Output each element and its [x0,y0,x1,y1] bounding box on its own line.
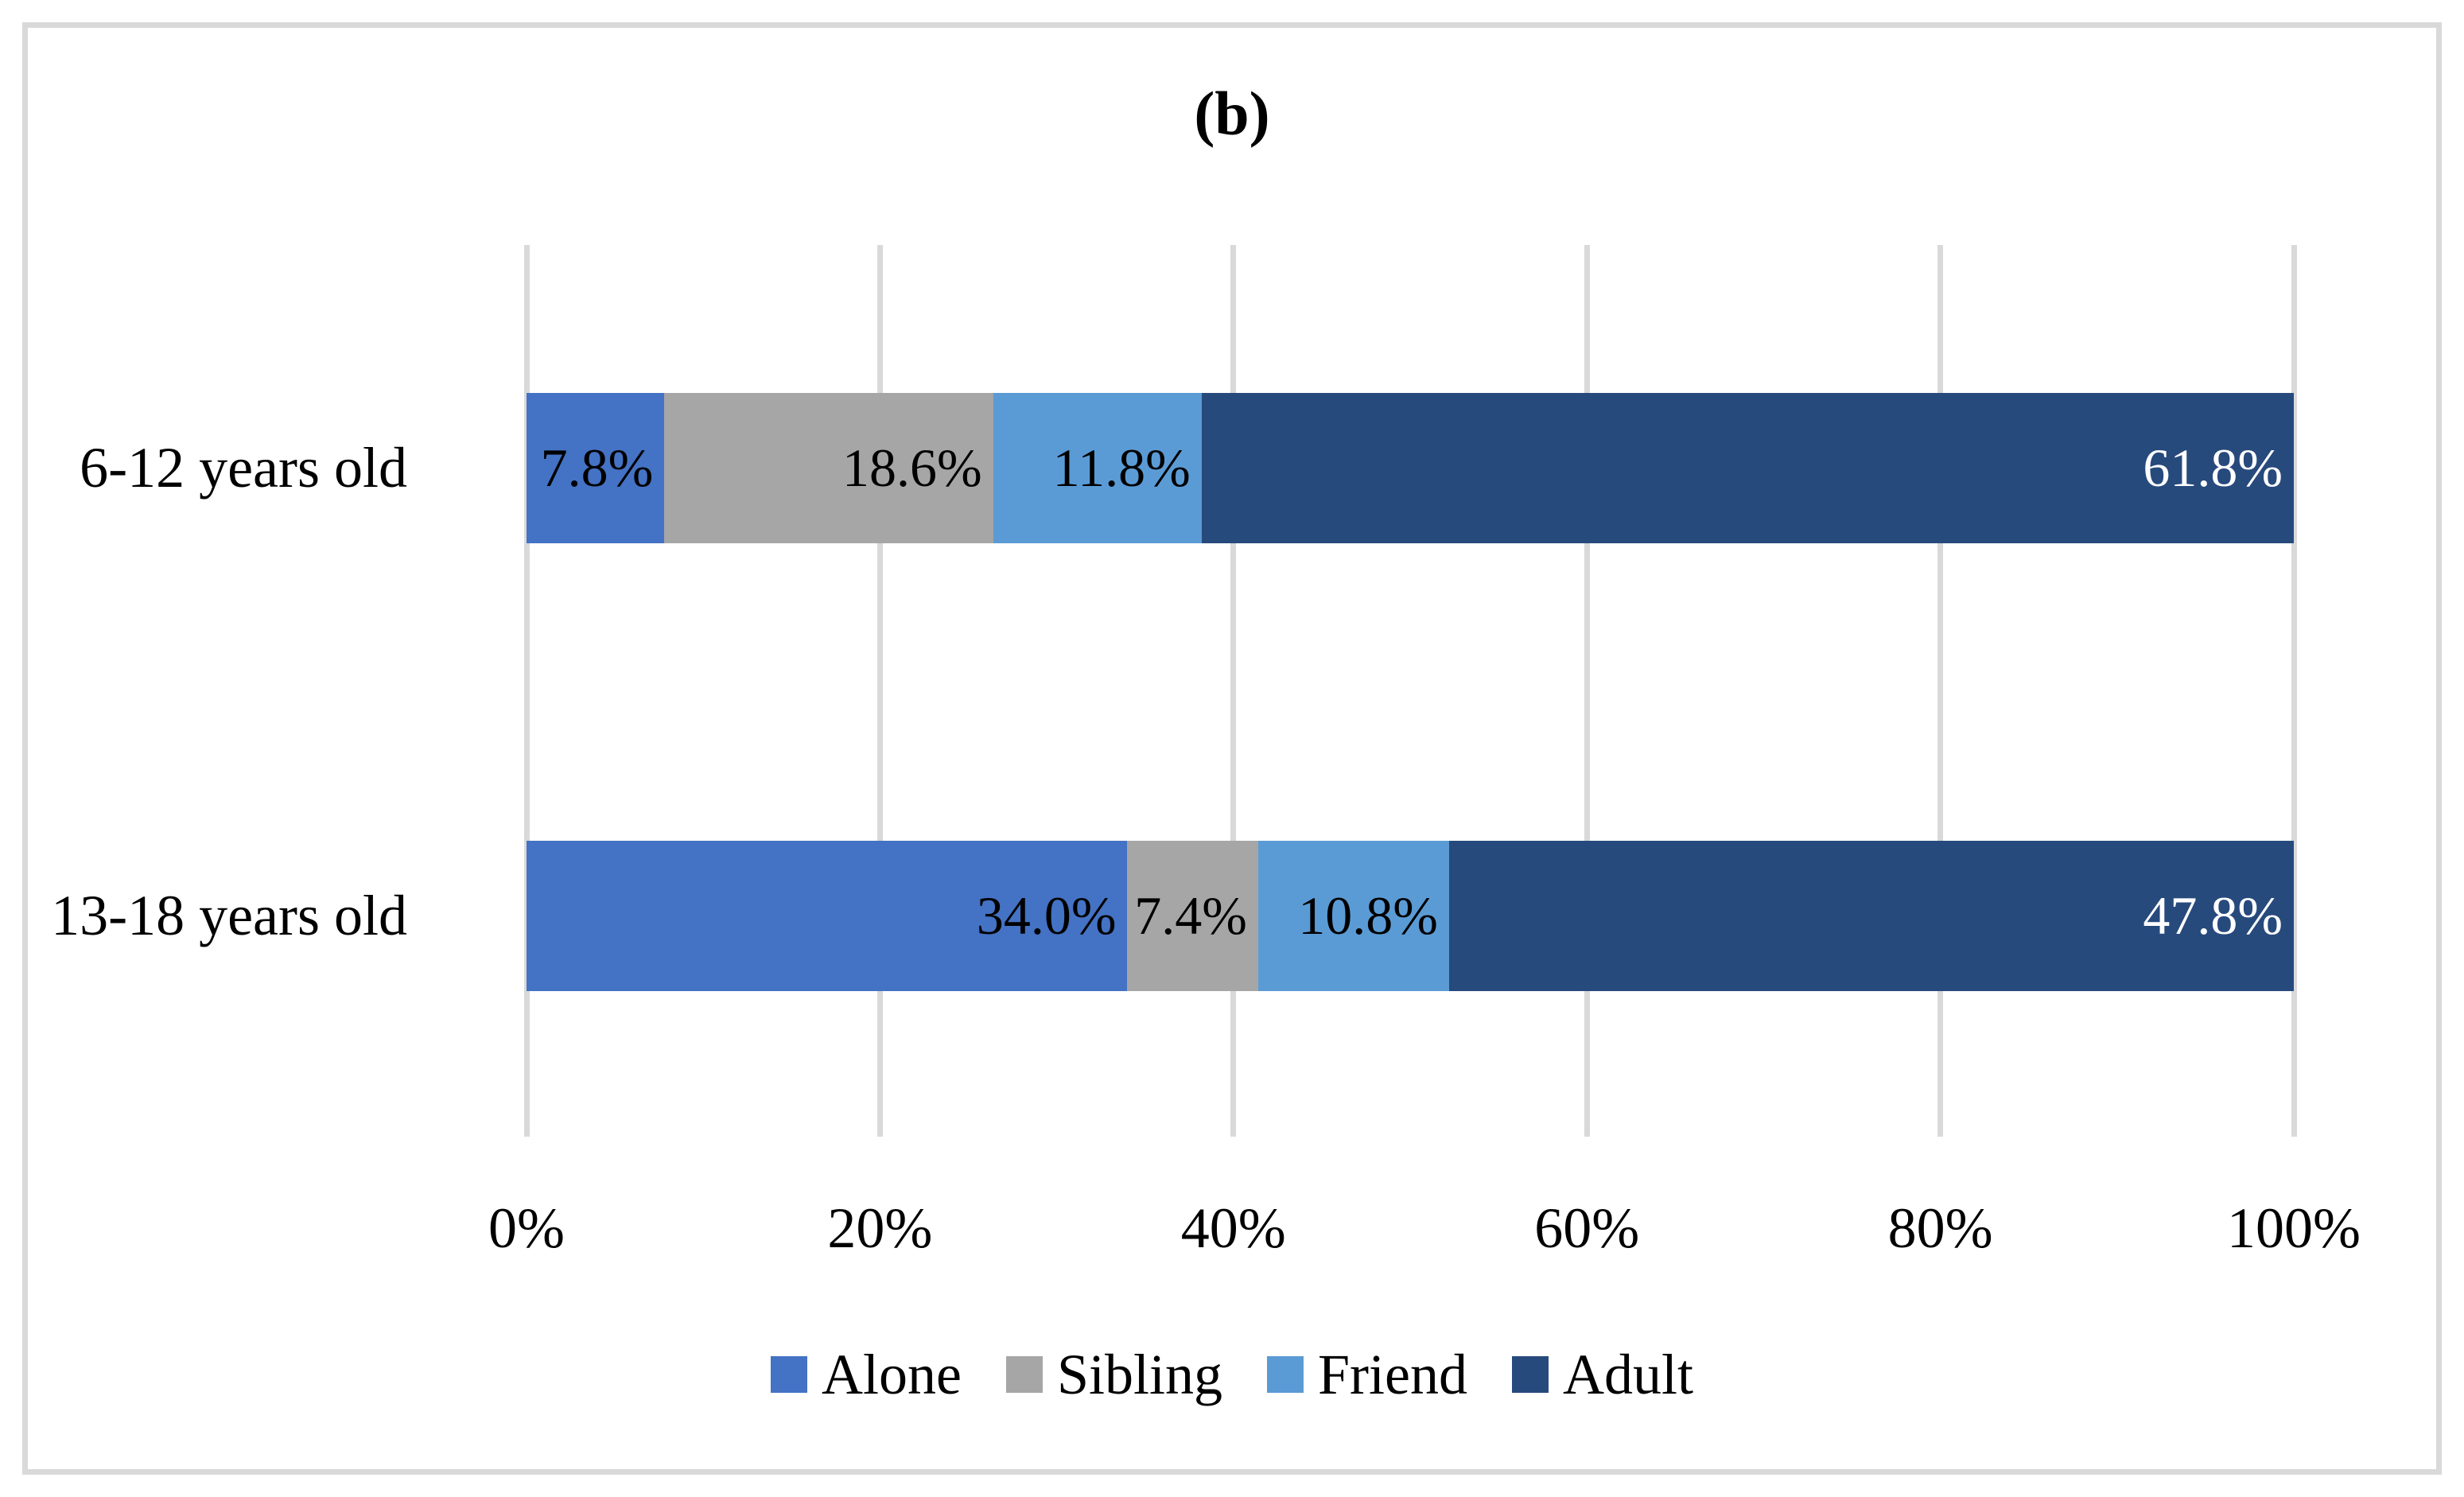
segment-friend-2: 10.8% [1257,840,1449,991]
data-label-sibling-1: 18.6% [841,437,982,498]
gridline-60% [1584,245,1590,1137]
legend-label-sibling: Sibling [1056,1343,1223,1406]
gridline-80% [1937,245,1944,1137]
legend-label-alone: Alone [821,1343,962,1406]
segment-adult-1: 61.8% [1201,392,2294,543]
bar-6-12-years-old: 7.8% 18.6% 11.8% 61.8% [527,392,2294,543]
segment-alone-2: 34.0% [527,840,1128,991]
segment-sibling-1: 18.6% [664,392,993,543]
bar-13-18-years-old: 34.0% 7.4% 10.8% 47.8% [527,840,2294,991]
legend-label-adult: Adult [1563,1343,1694,1406]
gridline-100% [2291,245,2297,1137]
data-label-friend-1: 11.8% [1052,437,1191,498]
x-tick-40%: 40% [1180,1196,1286,1260]
gridline-0% [523,245,530,1137]
data-label-adult-1: 61.8% [2143,437,2283,498]
legend-label-friend: Friend [1318,1343,1467,1406]
legend-item-alone: Alone [770,1343,962,1406]
segment-adult-2: 47.8% [1448,840,2294,991]
x-tick-80%: 80% [1887,1196,1993,1260]
legend-swatch-friend [1267,1356,1304,1393]
x-tick-20%: 20% [827,1196,933,1260]
data-label-alone-2: 34.0% [976,885,1117,946]
legend-swatch-alone [770,1356,807,1393]
legend-item-sibling: Sibling [1005,1343,1223,1406]
data-label-adult-2: 47.8% [2143,885,2283,946]
segment-sibling-2: 7.4% [1127,840,1258,991]
legend-item-friend: Friend [1267,1346,1467,1403]
legend-swatch-sibling [1005,1356,1043,1393]
legend: Alone Sibling Friend Adult [0,1346,2464,1403]
data-label-friend-2: 10.8% [1298,885,1438,946]
gridline-40% [1230,245,1237,1137]
legend-swatch-adult [1512,1356,1549,1393]
segment-friend-1: 11.8% [993,392,1202,543]
gridline-20% [876,245,883,1137]
x-tick-100%: 100% [2227,1196,2361,1260]
data-label-sibling-2: 7.4% [1134,885,1247,946]
x-tick-60%: 60% [1534,1196,1640,1260]
category-label-6-12-years-old: 6-12 years old [80,436,407,500]
x-tick-0%: 0% [488,1196,565,1260]
chart-title: (b) [1194,79,1270,148]
segment-alone-1: 7.8% [527,392,665,543]
category-label-13-18-years-old: 13-18 years old [51,884,407,947]
legend-item-adult: Adult [1512,1346,1693,1403]
data-label-alone-1: 7.8% [540,437,654,498]
